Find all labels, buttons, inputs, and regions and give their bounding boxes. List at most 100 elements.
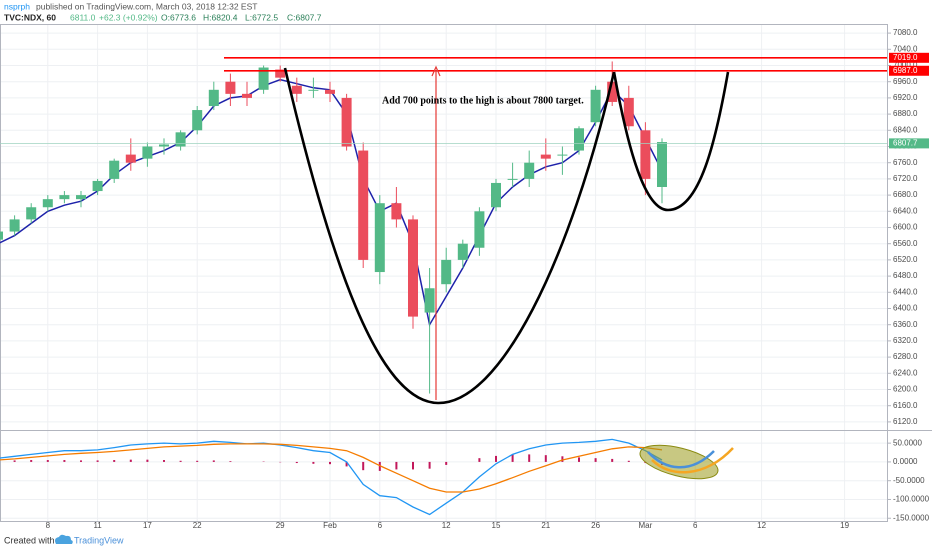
x-tick-label: 6	[693, 521, 698, 530]
indicator-line	[0, 438, 663, 516]
marks-layer	[0, 57, 887, 516]
candle-body	[590, 89, 601, 123]
histogram-bar	[163, 460, 165, 462]
y-tick-label: 6880.0	[893, 109, 918, 118]
price-tag	[889, 138, 929, 149]
candle-body	[623, 97, 634, 127]
x-tick-label: Feb	[323, 521, 337, 530]
y-tick-label: 6920.0	[893, 93, 918, 102]
histogram-bar	[30, 460, 33, 462]
x-tick-label: 15	[492, 521, 501, 530]
y-tick-label: 6640.0	[893, 206, 918, 215]
histogram-bar	[495, 455, 497, 462]
y-tick-label: 6480.0	[893, 271, 918, 280]
candle-body	[507, 178, 518, 180]
histogram-bar	[196, 460, 199, 462]
histogram-bar	[627, 460, 630, 462]
candle-body	[557, 154, 568, 156]
y-tick-label: 6120.0	[893, 417, 918, 426]
histogram-bar	[528, 454, 531, 462]
y-tick-label: 6360.0	[893, 320, 918, 329]
y-tick-label: -150.0000	[893, 513, 930, 522]
candle-body	[109, 160, 120, 179]
histogram-bar	[229, 461, 232, 462]
histogram-bar	[146, 459, 149, 462]
candle-body	[175, 132, 186, 147]
price-tag	[889, 52, 929, 63]
histogram-bar	[63, 460, 66, 462]
y-tick-label: 6240.0	[893, 368, 918, 377]
candle-body	[374, 203, 385, 273]
histogram-bar	[13, 460, 16, 462]
histogram-bar	[329, 461, 331, 465]
histogram-bar	[511, 454, 514, 462]
change: +62.3 (+0.92%)	[99, 12, 158, 22]
histogram-bar	[179, 460, 182, 462]
histogram-bar	[345, 461, 348, 467]
x-tick-label: 6	[378, 521, 383, 530]
cup-drawing	[283, 67, 616, 405]
y-tick-label: -100.0000	[893, 495, 930, 504]
candle-body	[325, 89, 335, 94]
candle-body	[92, 180, 103, 192]
candle-body	[391, 203, 402, 220]
price-tag-label: 7019.0	[893, 53, 918, 62]
published: published on TradingView.com, March 03, …	[36, 1, 257, 11]
candle-body	[208, 89, 219, 106]
y-tick-label: 6760.0	[893, 158, 918, 167]
y-tick-label: 6520.0	[893, 255, 918, 264]
histogram-bar	[46, 460, 49, 462]
histogram-bar	[478, 458, 481, 462]
y-tick-label: 6320.0	[893, 336, 918, 345]
candle-body	[192, 110, 203, 131]
price-tag	[889, 65, 929, 76]
x-tick-label: 12	[757, 521, 766, 530]
histogram-bar	[445, 461, 448, 465]
candle-body	[26, 207, 37, 220]
brand-logo	[55, 534, 73, 544]
histogram-bar	[611, 458, 614, 462]
histogram-bar	[561, 456, 564, 462]
candle-body	[308, 89, 319, 91]
candle-body	[540, 154, 551, 159]
y-tick-label: 0.0000	[893, 457, 918, 466]
projection-orange	[651, 447, 734, 474]
y-tick-label: 6280.0	[893, 352, 918, 361]
last-value: 6811.0	[70, 12, 96, 22]
author[interactable]: nsprph	[4, 1, 30, 11]
histogram-bar	[96, 460, 99, 462]
candle-body	[42, 199, 53, 208]
y-tick-label: 6960.0	[893, 77, 918, 86]
y-tick-label: 6440.0	[893, 287, 918, 296]
y-tick-label: 7040.0	[893, 44, 918, 53]
histogram-bar	[428, 461, 431, 469]
candle-body	[491, 182, 501, 208]
candle-body	[457, 243, 468, 260]
annotation: Add 700 points to the high is about 7800…	[382, 95, 584, 106]
target-arrow-head	[431, 65, 441, 77]
candle-body	[408, 219, 418, 317]
footer-brand[interactable]: TradingView	[74, 535, 124, 545]
quote-open: O:6773.6	[161, 12, 196, 22]
y-tick-label: 50.0000	[893, 438, 922, 447]
histogram-bar	[378, 461, 381, 471]
candle-body	[76, 195, 86, 200]
histogram-bar	[295, 461, 298, 464]
y-tick-label: 6400.0	[893, 304, 918, 313]
footer-created: Created with	[4, 535, 55, 545]
candle-body	[159, 144, 169, 147]
x-tick-label: 22	[193, 521, 202, 530]
histogram-bar	[412, 461, 414, 470]
candle-body	[142, 146, 153, 159]
histogram-bar	[578, 457, 580, 462]
candle-body	[225, 81, 236, 94]
quote-high: H:6820.4	[203, 12, 238, 22]
y-tick-label: 6600.0	[893, 223, 918, 232]
quote-low: L:6772.5	[245, 12, 278, 22]
handle-drawing	[612, 71, 730, 212]
histogram-bar	[395, 461, 398, 470]
candle-body	[441, 259, 452, 285]
